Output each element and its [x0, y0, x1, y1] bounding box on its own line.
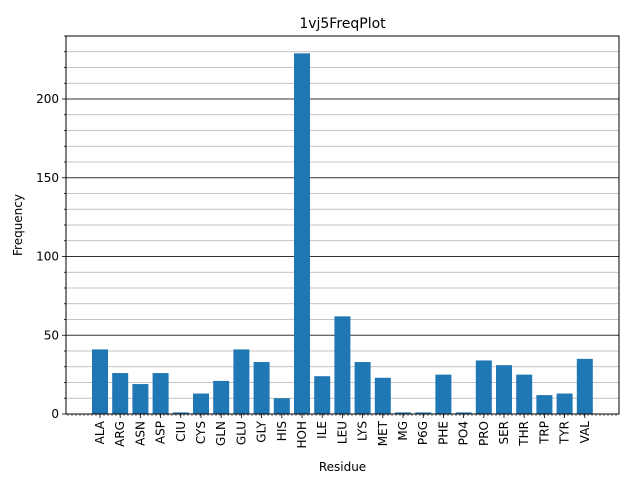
bar-thr — [516, 374, 533, 414]
bar-his — [273, 398, 290, 414]
x-tick-label: MG — [396, 421, 410, 441]
y-tick-label: 150 — [36, 171, 59, 185]
x-tick-label: TYR — [558, 421, 572, 445]
ticks: 0 50 100 150 200 ALA ARG ASN ASP CIU CYS GLN GLU GLY H… — [36, 35, 617, 449]
x-tick-label: ARG — [113, 421, 127, 447]
bar-ile — [314, 376, 331, 414]
x-tick-label: ALA — [93, 420, 107, 444]
x-tick-label: GLY — [255, 420, 269, 442]
bar-asp — [152, 373, 169, 414]
x-tick-label: ILE — [315, 421, 329, 439]
y-tick-label: 100 — [36, 250, 59, 264]
bar-trp — [536, 395, 553, 414]
bar-ala — [92, 349, 108, 414]
bar-val — [576, 358, 593, 414]
bar-arg — [112, 373, 129, 414]
bar-hoh — [294, 53, 310, 414]
bars — [92, 53, 593, 414]
x-tick-label: HOH — [295, 421, 309, 449]
x-tick-label: PRO — [477, 421, 491, 446]
y-axis-label: Frequency — [11, 194, 25, 256]
x-tick-label: SER — [497, 421, 511, 445]
bar-ser — [496, 365, 512, 414]
x-tick-label: TRP — [537, 421, 551, 445]
x-tick-label: ASN — [133, 421, 147, 446]
y-tick-label: 50 — [44, 328, 59, 342]
bar-gln — [213, 380, 230, 414]
bar-met — [374, 377, 391, 414]
x-tick-label: HIS — [275, 421, 289, 441]
x-tick-label: GLN — [214, 421, 228, 446]
bar-tyr — [556, 393, 573, 414]
x-tick-label: CIU — [174, 421, 188, 442]
x-tick-label: GLU — [234, 421, 248, 445]
x-tick-label: THR — [517, 421, 531, 447]
x-tick-label: VAL — [578, 421, 592, 444]
x-tick-label: ASP — [154, 421, 168, 444]
y-tick-label: 200 — [36, 92, 59, 106]
bar-pro — [475, 360, 492, 414]
bar-po4 — [455, 412, 472, 414]
bar-lys — [354, 362, 371, 414]
x-tick-label: CYS — [194, 421, 208, 444]
x-tick-label: PO4 — [457, 421, 471, 445]
bar-cys — [193, 393, 209, 414]
x-tick-label: P6G — [416, 421, 430, 445]
bar-ciu — [172, 412, 189, 414]
bar-glu — [233, 349, 250, 414]
x-tick-label: PHE — [436, 421, 450, 445]
bar-leu — [334, 316, 351, 414]
chart-title: 1vj5FreqPlot — [299, 16, 386, 32]
bar-gly — [253, 362, 270, 414]
bar-phe — [435, 374, 452, 414]
x-tick-label: MET — [376, 420, 390, 446]
bar-asn — [132, 384, 149, 414]
bar-p6g — [415, 412, 432, 414]
bar-mg — [395, 412, 411, 414]
x-axis-label: Residue — [319, 460, 366, 474]
y-tick-label: 0 — [51, 407, 59, 421]
x-tick-label: LYS — [356, 421, 370, 441]
x-tick-label: LEU — [335, 421, 349, 444]
